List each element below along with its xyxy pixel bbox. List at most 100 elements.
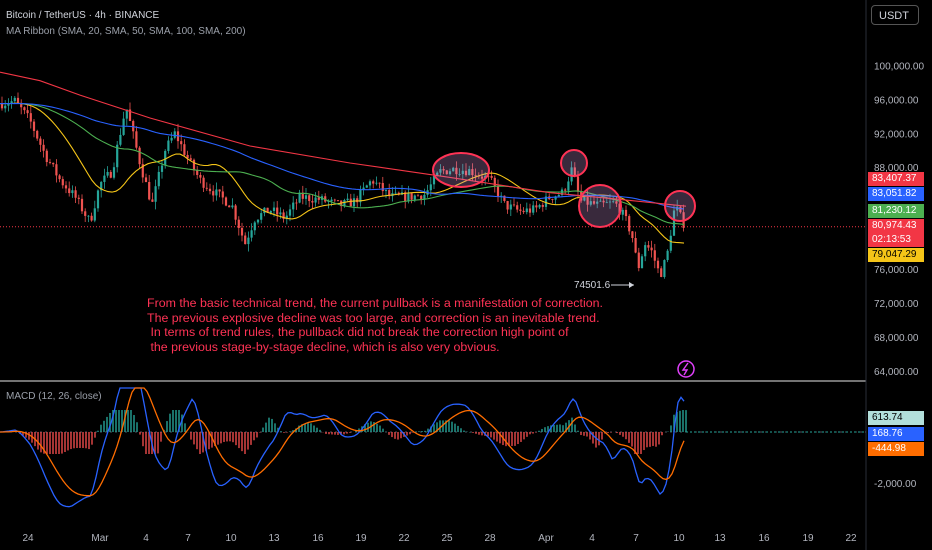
macd-hist-bar bbox=[442, 420, 444, 432]
macd-label-signal: -444.98 bbox=[868, 442, 924, 456]
macd-hist-bar bbox=[409, 432, 411, 435]
candle-body bbox=[413, 195, 416, 200]
candle-body bbox=[218, 189, 221, 192]
macd-hist-bar bbox=[445, 420, 447, 432]
macd-hist-bar bbox=[436, 422, 438, 432]
macd-hist-bar bbox=[208, 432, 210, 450]
candle-body bbox=[7, 103, 10, 106]
macd-hist-bar bbox=[631, 432, 633, 447]
candle-body bbox=[314, 197, 317, 203]
macd-hist-bar bbox=[586, 432, 588, 437]
candle-body bbox=[295, 202, 298, 204]
candle-body bbox=[394, 192, 397, 194]
macd-hist-bar bbox=[493, 432, 495, 440]
macd-hist-bar bbox=[595, 432, 597, 448]
macd-hist-bar bbox=[580, 432, 582, 436]
macd-hist-bar bbox=[529, 432, 531, 435]
time-tick-label: 10 bbox=[673, 533, 685, 544]
macd-hist-bar bbox=[103, 420, 105, 432]
candle-body bbox=[471, 169, 474, 176]
candle-body bbox=[487, 175, 490, 177]
macd-hist-bar bbox=[499, 432, 501, 444]
candle-body bbox=[228, 205, 231, 208]
candle-body bbox=[151, 199, 154, 202]
time-tick-label: Apr bbox=[538, 533, 554, 544]
candle-body bbox=[640, 256, 644, 269]
time-tick-label: 13 bbox=[268, 533, 280, 544]
macd-hist-bar bbox=[679, 410, 681, 432]
time-tick-label: 7 bbox=[185, 533, 191, 544]
candle-body bbox=[576, 176, 580, 192]
candle-body bbox=[551, 199, 554, 200]
macd-hist-bar bbox=[55, 432, 57, 454]
time-tick-label: 10 bbox=[225, 533, 237, 544]
annotation-line-1: From the basic technical trend, the curr… bbox=[147, 296, 603, 310]
candle-body bbox=[71, 190, 74, 194]
time-tick-label: 24 bbox=[22, 533, 34, 544]
candle-body bbox=[464, 170, 468, 176]
macd-hist-bar bbox=[205, 432, 207, 451]
candle-body bbox=[423, 194, 426, 200]
candle-body bbox=[410, 193, 413, 200]
candle-body bbox=[554, 196, 557, 200]
candle-body bbox=[292, 202, 295, 210]
low-annotation: 74501.6 bbox=[574, 280, 634, 291]
macd-hist-bar bbox=[73, 432, 75, 449]
highlight-circle bbox=[578, 184, 622, 228]
macd-hist-bar bbox=[154, 432, 156, 454]
currency-button[interactable]: USDT bbox=[871, 5, 919, 25]
candle-body bbox=[352, 198, 356, 207]
macd-hist-bar bbox=[190, 432, 192, 440]
candle-body bbox=[122, 118, 125, 135]
candle-body bbox=[365, 185, 368, 188]
candle-body bbox=[298, 192, 301, 203]
macd-hist-bar bbox=[301, 424, 303, 432]
macd-hist-bar bbox=[244, 432, 246, 454]
macd-hist-bar bbox=[334, 432, 336, 435]
macd-hist-bar bbox=[454, 423, 456, 432]
macd-hist-bar bbox=[418, 431, 420, 432]
macd-hist-bar bbox=[181, 414, 183, 432]
candle-body bbox=[525, 208, 528, 213]
macd-hist-bar bbox=[622, 432, 624, 437]
candle-body bbox=[480, 176, 484, 179]
candle-body bbox=[381, 182, 384, 192]
macd-hist-bar bbox=[652, 432, 654, 446]
candle-body bbox=[532, 205, 535, 213]
candle-body bbox=[679, 206, 682, 213]
candle-body bbox=[93, 208, 96, 221]
candle-body bbox=[592, 201, 596, 204]
macd-hist-bar bbox=[658, 432, 660, 445]
macd-hist-bar bbox=[643, 432, 645, 451]
candle-body bbox=[36, 130, 39, 139]
macd-hist-bar bbox=[463, 430, 465, 432]
candle-body bbox=[39, 138, 42, 145]
macd-hist-bar bbox=[217, 432, 219, 445]
time-tick-label: 22 bbox=[398, 533, 410, 544]
macd-hist-bar bbox=[304, 423, 306, 432]
macd-hist-bar bbox=[106, 416, 108, 432]
macd-hist-bar bbox=[238, 432, 240, 449]
candle-body bbox=[20, 102, 23, 108]
macd-hist-bar bbox=[478, 432, 480, 435]
time-tick-label: 4 bbox=[589, 533, 595, 544]
candle-body bbox=[205, 187, 208, 189]
macd-hist-bar bbox=[115, 410, 117, 432]
candle-body bbox=[490, 175, 493, 178]
candle-body bbox=[336, 199, 340, 201]
candle-body bbox=[234, 205, 237, 220]
annotation-line-4: the previous stage-by-stage decline, whi… bbox=[147, 339, 500, 354]
candle-body bbox=[567, 181, 570, 191]
macd-hist-bar bbox=[583, 432, 585, 436]
macd-hist-bar bbox=[166, 421, 168, 432]
macd-hist-bar bbox=[22, 432, 24, 436]
price-label-last: 80,974.43 bbox=[868, 219, 924, 233]
candle-body bbox=[583, 197, 586, 201]
time-tick-label: 16 bbox=[758, 533, 770, 544]
candle-body bbox=[458, 174, 461, 175]
candle-body bbox=[100, 181, 103, 191]
price-label-sma200: 83,407.37 bbox=[868, 172, 924, 186]
macd-hist-bar bbox=[160, 432, 162, 442]
candle-body bbox=[167, 140, 170, 151]
